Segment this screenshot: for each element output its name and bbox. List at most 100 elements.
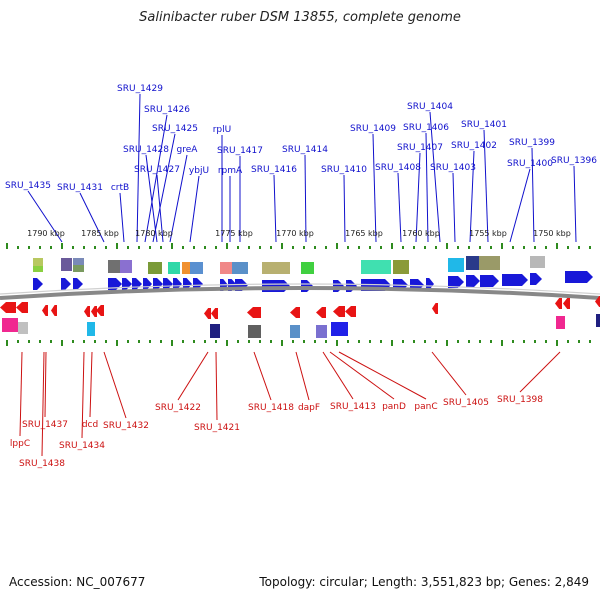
- reverse-leader-line: [103, 351, 127, 419]
- scale-tick-bottom: [204, 340, 206, 343]
- scale-tick-top: [281, 243, 283, 249]
- reverse-leader-line: [431, 351, 467, 396]
- scale-tick-top: [17, 246, 19, 249]
- scale-tick-bottom: [424, 340, 426, 343]
- category-box: [108, 260, 120, 273]
- scale-tick-bottom: [116, 340, 118, 346]
- reverse-leader-line: [295, 351, 310, 401]
- gene-label-sru-1426: SRU_1426: [144, 105, 190, 115]
- forward-gene-arrow: [132, 278, 142, 290]
- scale-tick-bottom: [578, 340, 580, 343]
- forward-gene-arrow: [163, 278, 173, 290]
- scale-tick-bottom: [523, 340, 525, 343]
- scale-tick-top: [479, 246, 481, 249]
- gene-label-grea: greA: [177, 145, 199, 155]
- scale-tick-bottom: [215, 340, 217, 343]
- scale-tick-top: [435, 246, 437, 249]
- forward-gene-arrow: [108, 278, 122, 290]
- scale-tick-top: [127, 246, 129, 249]
- scale-tick-bottom: [193, 340, 195, 343]
- forward-leader-line: [469, 150, 475, 243]
- reverse-leader-line: [215, 351, 218, 421]
- forward-leader-line: [273, 174, 277, 243]
- scale-tick-top: [171, 243, 173, 249]
- reverse-leader-line: [253, 351, 272, 401]
- reverse-gene-arrow: [247, 307, 261, 318]
- reverse-leader-line: [44, 351, 47, 418]
- forward-leader-line: [509, 168, 531, 243]
- forward-gene-arrow: [33, 278, 43, 290]
- scale-tick-top: [193, 246, 195, 249]
- forward-gene-arrow: [530, 273, 542, 285]
- category-box: [448, 258, 464, 272]
- scale-tick-top: [215, 246, 217, 249]
- reverse-strand-genes: [0, 296, 600, 319]
- scale-tick-top: [556, 243, 558, 249]
- forward-gene-arrow: [502, 274, 528, 286]
- scale-tick-bottom: [281, 340, 283, 346]
- reverse-gene-arrow: [432, 303, 438, 314]
- gene-label-ybju: ybjU: [189, 166, 209, 176]
- forward-leader-line: [79, 192, 105, 243]
- forward-gene-arrow: [143, 278, 152, 290]
- scale-label-1750-kbp: 1750 kbp: [533, 229, 571, 238]
- forward-gene-arrow: [262, 280, 290, 292]
- gene-label-sru-1407: SRU_1407: [397, 143, 443, 153]
- scale-tick-top: [358, 246, 360, 249]
- scale-tick-top: [512, 246, 514, 249]
- scale-tick-bottom: [237, 340, 239, 343]
- scale-tick-bottom: [94, 340, 96, 343]
- reverse-gene-arrow: [333, 306, 345, 317]
- scale-tick-top: [534, 246, 536, 249]
- gene-label-sru-1425: SRU_1425: [152, 124, 198, 134]
- category-box: [73, 265, 84, 272]
- scale-tick-bottom: [556, 340, 558, 346]
- forward-leader-line: [27, 190, 63, 243]
- category-box: [596, 314, 600, 327]
- scale-label-1780-kbp: 1780 kbp: [135, 229, 173, 238]
- scale-tick-bottom: [28, 340, 30, 343]
- gene-label-sru-1402: SRU_1402: [451, 141, 497, 151]
- gene-label-crtb: crtB: [111, 183, 129, 193]
- gene-label-rplu: rplU: [213, 125, 232, 135]
- category-box: [182, 262, 190, 274]
- chromosome-backbone: [0, 286, 600, 300]
- scale-tick-bottom: [358, 340, 360, 343]
- scale-tick-bottom: [457, 340, 459, 343]
- reverse-gene-arrow: [204, 308, 211, 319]
- scale-tick-top: [468, 246, 470, 249]
- scale-tick-top: [182, 246, 184, 249]
- forward-gene-arrow: [565, 271, 593, 283]
- reverse-gene-labels: lppC SRU_1438 SRU_1437 SRU_1434 dcd SRU_1432 S…: [10, 351, 561, 469]
- scale-tick-top: [105, 246, 107, 249]
- scale-tick-bottom: [413, 340, 415, 343]
- scale-tick-top: [457, 246, 459, 249]
- category-box: [530, 256, 545, 268]
- forward-leader-line: [372, 133, 377, 243]
- scale-tick-top: [424, 246, 426, 249]
- scale-label-1775-kbp: 1775 kbp: [215, 229, 253, 238]
- forward-gene-arrow: [333, 280, 344, 292]
- category-box: [466, 256, 479, 270]
- scale-tick-bottom: [347, 340, 349, 343]
- category-box: [361, 260, 391, 274]
- scale-tick-bottom: [479, 340, 481, 343]
- forward-gene-arrow: [61, 278, 71, 290]
- scale-tick-bottom: [589, 340, 591, 343]
- forward-leader-line: [452, 172, 456, 243]
- forward-gene-arrow: [466, 275, 480, 287]
- category-box: [61, 258, 72, 271]
- scale-tick-bottom: [171, 340, 173, 346]
- topology-summary: Topology: circular; Length: 3,551,823 bp…: [259, 575, 589, 589]
- forward-gene-arrow: [301, 280, 313, 292]
- forward-leader-line: [531, 147, 535, 243]
- forward-leader-line: [144, 114, 168, 243]
- scale-tick-top: [226, 243, 228, 249]
- forward-leader-line: [397, 172, 402, 243]
- scale-tick-bottom: [391, 340, 393, 346]
- category-box: [87, 322, 95, 336]
- gene-label-sru-1438: SRU_1438: [19, 459, 65, 469]
- category-box: [33, 258, 43, 266]
- reverse-gene-arrow: [84, 306, 90, 317]
